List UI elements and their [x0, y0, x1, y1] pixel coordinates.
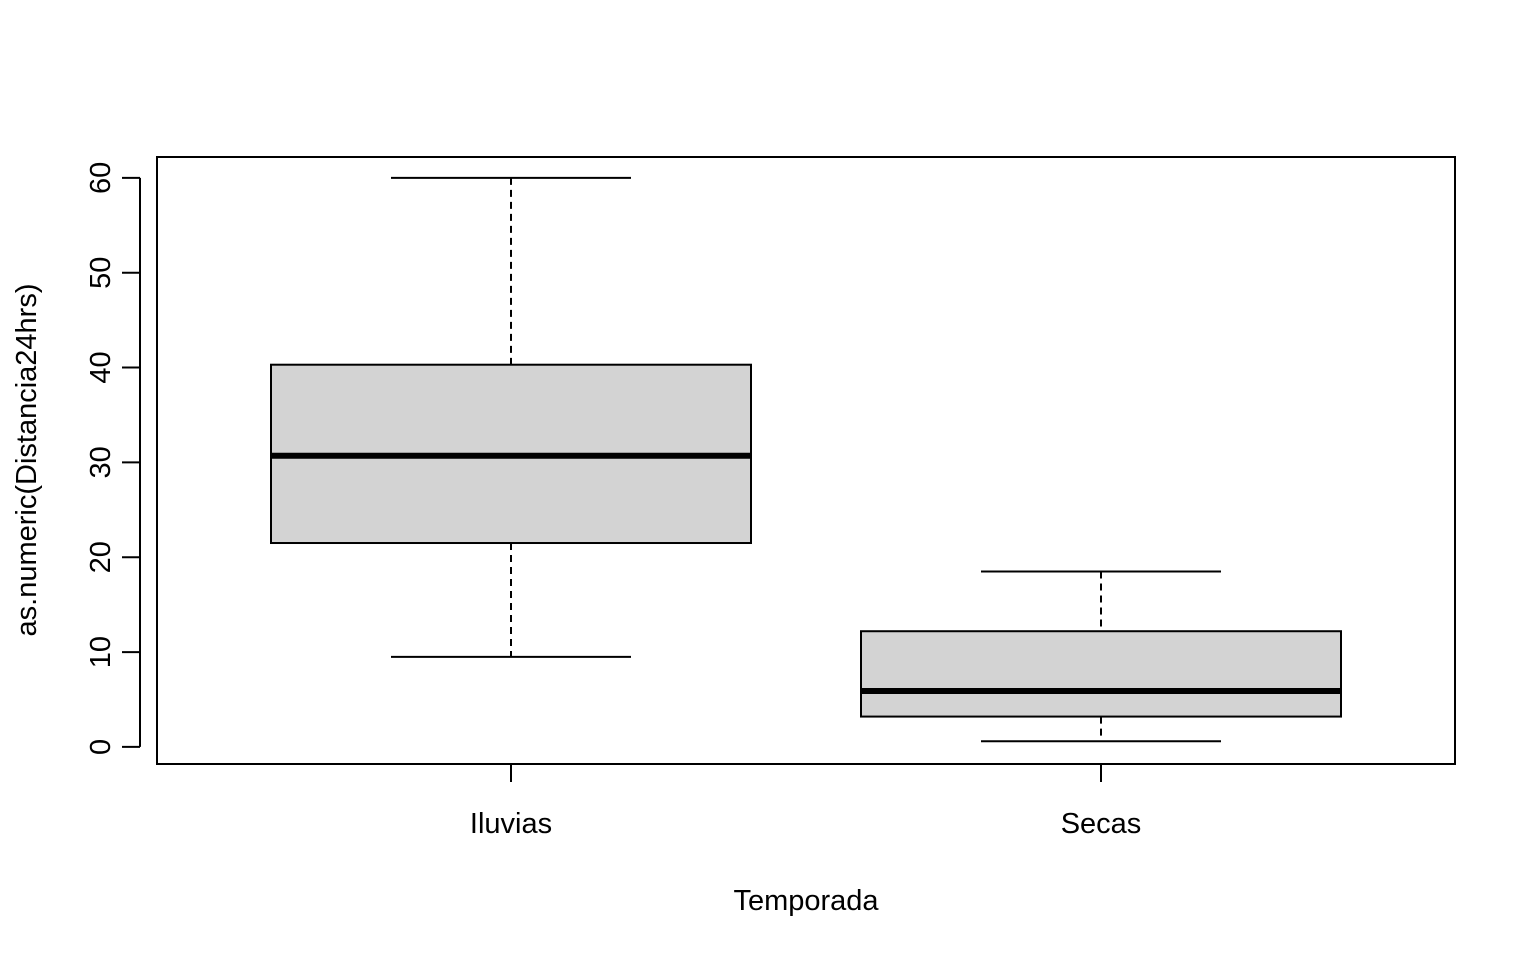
y-tick-label-40: 40 — [85, 351, 117, 383]
y-tick-label-30: 30 — [85, 446, 117, 478]
y-tick-label-0: 0 — [85, 739, 117, 755]
x-tick-label-secas: Secas — [1061, 808, 1142, 840]
y-tick-label-60: 60 — [85, 162, 117, 194]
y-axis-label: as.numeric(Distancia24hrs) — [11, 284, 43, 637]
plot-frame — [156, 156, 1456, 765]
box-group — [270, 176, 1342, 743]
y-tick-label-20: 20 — [85, 541, 117, 573]
box-iluvias — [270, 176, 752, 658]
y-axis: 0 10 20 30 40 50 60 — [85, 162, 141, 755]
iqr-box-secas — [860, 630, 1342, 718]
x-axis-label: Temporada — [733, 885, 879, 917]
box-secas — [860, 570, 1342, 743]
x-tick-label-iluvias: Iluvias — [470, 808, 552, 840]
y-tick-label-50: 50 — [85, 257, 117, 289]
x-axis: Iluvias Secas — [470, 764, 1141, 840]
y-tick-label-10: 10 — [85, 636, 117, 668]
